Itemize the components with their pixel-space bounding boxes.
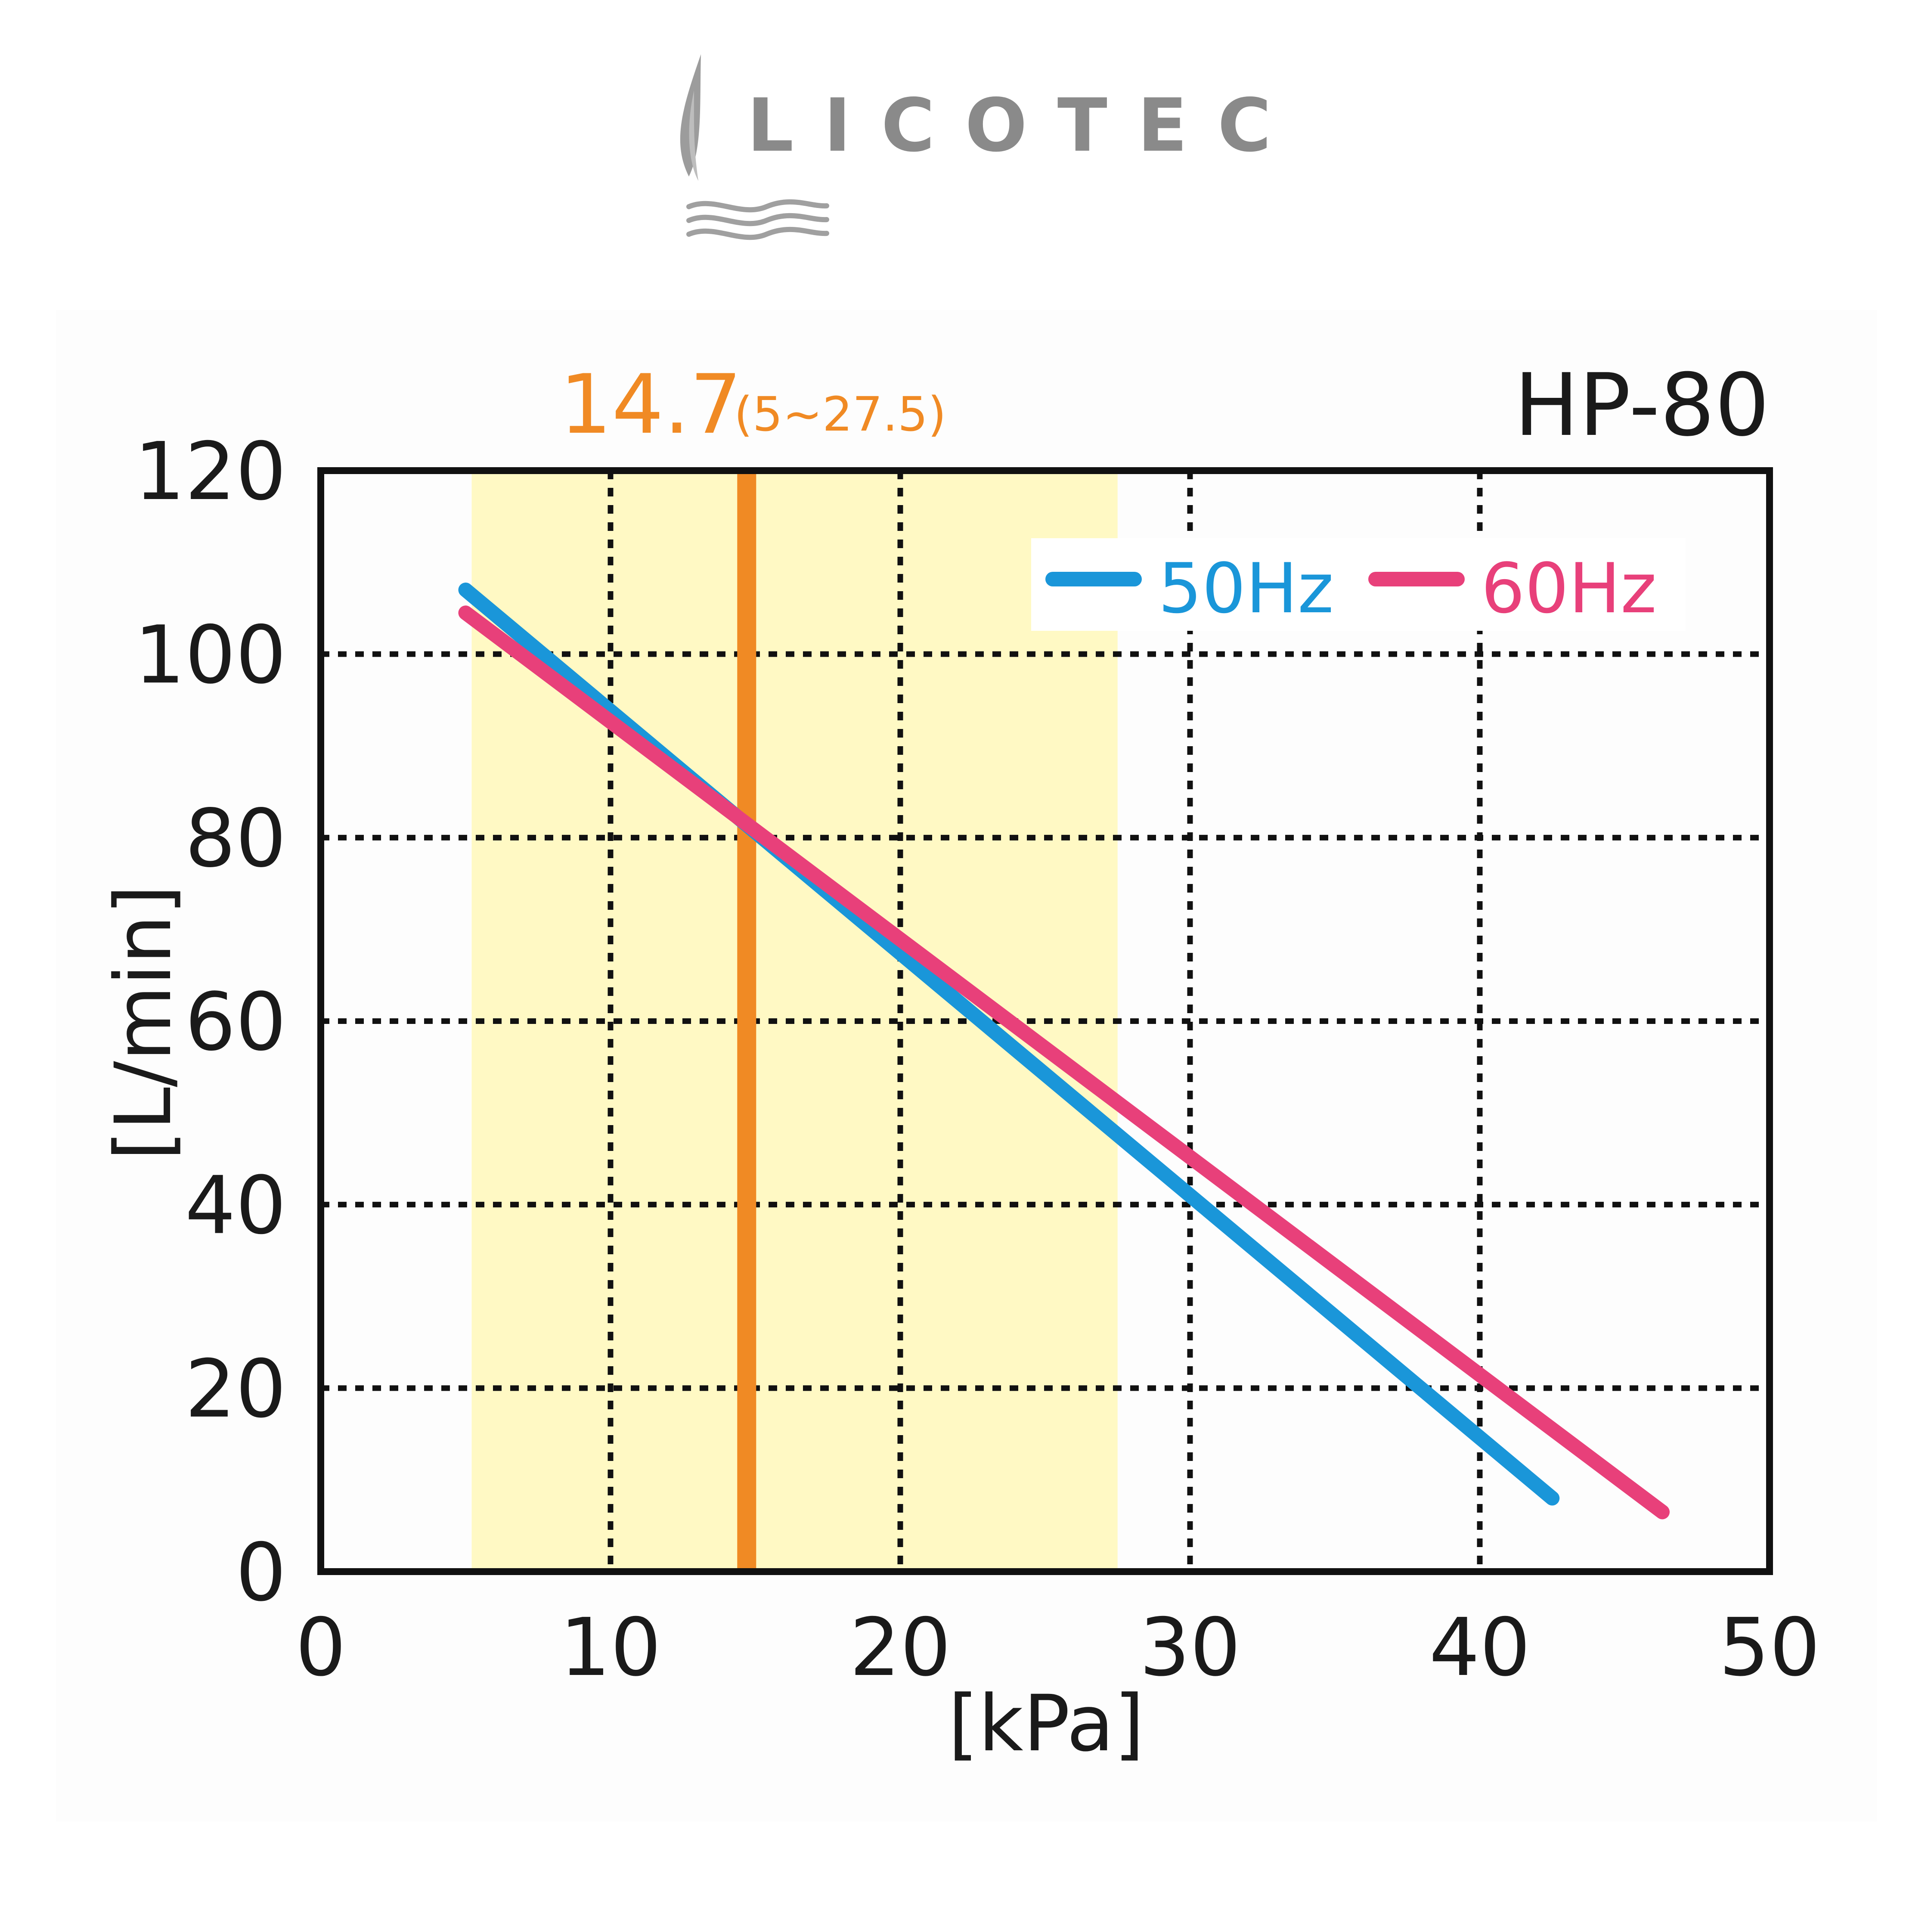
flame-icon-tail xyxy=(689,90,698,181)
x-axis-label: [kPa] xyxy=(948,1679,1144,1769)
x-tick-label: 20 xyxy=(849,1601,951,1694)
x-tick-label: 30 xyxy=(1139,1601,1240,1694)
chart-title: HP-80 xyxy=(1514,355,1770,456)
legend: 50Hz 60Hz xyxy=(1031,538,1686,631)
brand-name: LICOTEC xyxy=(747,83,1302,168)
operating-point-label: 14.7 xyxy=(560,357,742,452)
y-tick-label: 20 xyxy=(185,1343,286,1436)
x-tick-label: 0 xyxy=(295,1601,346,1694)
y-tick-label: 0 xyxy=(236,1526,286,1619)
series-line-60hz xyxy=(458,605,1670,1520)
y-axis-label: [L/min] xyxy=(99,885,189,1161)
x-tick-label: 40 xyxy=(1429,1601,1530,1694)
x-tick-label: 50 xyxy=(1719,1601,1820,1694)
y-tick-label: 120 xyxy=(134,425,286,518)
legend-60hz-label: 60Hz xyxy=(1481,548,1657,629)
y-tick-label: 40 xyxy=(185,1159,286,1252)
licotec-logo: LICOTEC xyxy=(680,54,1302,240)
y-tick-label: 60 xyxy=(185,976,286,1069)
operating-range-label: (5~27.5) xyxy=(734,387,946,442)
waves-icon xyxy=(686,199,829,240)
plot-frame xyxy=(317,467,1773,1575)
legend-box xyxy=(1031,538,1686,631)
y-tick-label: 80 xyxy=(185,792,286,885)
x-tick-label: 10 xyxy=(560,1601,661,1694)
legend-50hz-label: 50Hz xyxy=(1158,548,1334,629)
y-tick-label: 100 xyxy=(134,608,286,701)
